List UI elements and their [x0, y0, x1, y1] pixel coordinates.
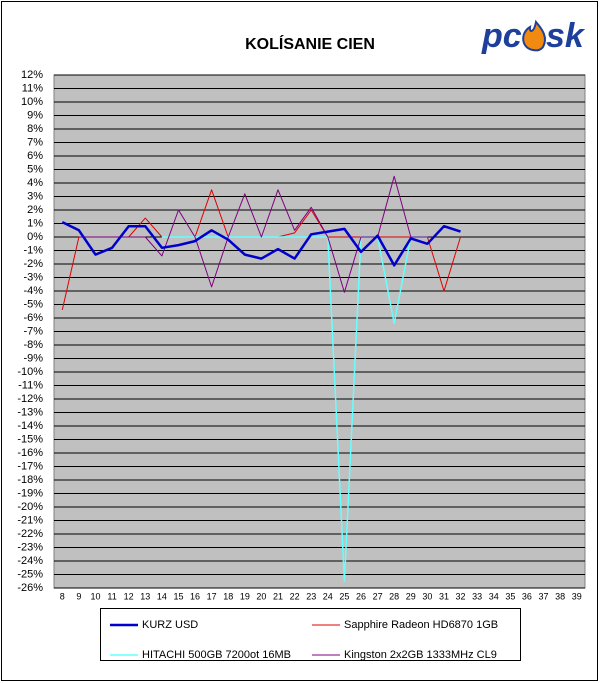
- logo-flame: [522, 19, 546, 52]
- x-tick-label: 33: [472, 591, 482, 601]
- y-tick-label: -18%: [17, 474, 43, 486]
- y-tick-label: -1%: [23, 244, 43, 256]
- y-tick-label: 10%: [21, 96, 43, 108]
- x-tick-label: 39: [572, 591, 582, 601]
- y-tick-label: -26%: [17, 582, 43, 594]
- y-tick-label: -10%: [17, 366, 43, 378]
- y-tick-label: -19%: [17, 487, 43, 499]
- y-tick-label: -7%: [23, 325, 43, 337]
- y-tick-label: -3%: [23, 271, 43, 283]
- y-tick-label: 12%: [21, 69, 43, 81]
- x-tick-label: 36: [522, 591, 532, 601]
- y-tick-label: -25%: [17, 568, 43, 580]
- x-tick-label: 38: [555, 591, 565, 601]
- x-tick-label: 17: [207, 591, 217, 601]
- x-tick-label: 21: [273, 591, 283, 601]
- y-tick-label: -5%: [23, 298, 43, 310]
- legend-box: [100, 608, 521, 661]
- x-tick-label: 16: [190, 591, 200, 601]
- y-tick-label: 11%: [22, 82, 43, 94]
- y-tick-label: 7%: [27, 136, 43, 148]
- y-tick-label: 9%: [27, 109, 43, 121]
- logo-text: pc: [481, 17, 522, 55]
- y-tick-label: -13%: [17, 406, 43, 418]
- y-tick-label: 0%: [27, 231, 43, 243]
- legend-label: KURZ USD: [142, 619, 198, 631]
- series-line: [78, 175, 428, 293]
- y-tick-label: 2%: [27, 204, 43, 216]
- x-tick-label: 9: [76, 591, 81, 601]
- y-tick-label: -2%: [23, 258, 43, 270]
- x-tick-label: 8: [60, 591, 65, 601]
- y-tick-label: -9%: [23, 352, 43, 364]
- y-tick-label: -20%: [17, 501, 43, 513]
- y-tick-label: -17%: [17, 460, 43, 472]
- y-tick-label: -23%: [17, 541, 43, 553]
- x-tick-label: 10: [90, 591, 100, 601]
- x-tick-label: 18: [223, 591, 233, 601]
- y-tick-label: -8%: [23, 339, 43, 351]
- x-tick-label: 34: [489, 591, 499, 601]
- x-tick-label: 30: [422, 591, 432, 601]
- y-tick-label: -22%: [17, 528, 43, 540]
- x-tick-label: 25: [339, 591, 349, 601]
- y-tick-label: -21%: [17, 514, 43, 526]
- x-tick-label: 27: [373, 591, 383, 601]
- y-tick-label: -12%: [17, 393, 43, 405]
- x-tick-label: 28: [389, 591, 399, 601]
- x-tick-label: 15: [173, 591, 183, 601]
- y-tick-label: -6%: [23, 312, 43, 324]
- y-tick-label: -11%: [18, 379, 43, 391]
- x-tick-label: 12: [124, 591, 134, 601]
- x-tick-label: 11: [107, 591, 116, 601]
- y-tick-label: 5%: [27, 163, 43, 175]
- legend-label: HITACHI 500GB 7200ot 16MB: [142, 649, 291, 661]
- x-tick-label: 31: [439, 591, 449, 601]
- x-tick-label: 19: [240, 591, 250, 601]
- series-line: [61, 220, 461, 267]
- x-tick-label: 20: [256, 591, 266, 601]
- x-tick-label: 29: [406, 591, 416, 601]
- series-line: [161, 236, 428, 583]
- legend-label: Kingston 2x2GB 1333MHz CL9: [344, 649, 497, 661]
- logo-text: sk: [546, 17, 586, 55]
- x-tick-label: 13: [140, 591, 150, 601]
- y-tick-label: -15%: [17, 433, 43, 445]
- y-tick-label: 1%: [27, 217, 43, 229]
- y-tick-label: 4%: [27, 177, 43, 189]
- x-tick-label: 24: [323, 591, 333, 601]
- x-tick-label: 22: [290, 591, 300, 601]
- y-tick-label: -16%: [17, 447, 43, 459]
- x-tick-label: 23: [306, 591, 316, 601]
- y-tick-label: 8%: [27, 123, 43, 135]
- x-tick-label: 26: [356, 591, 366, 601]
- y-tick-label: 3%: [27, 190, 43, 202]
- x-tick-label: 14: [157, 591, 167, 601]
- x-tick-label: 32: [456, 591, 466, 601]
- y-tick-label: -24%: [17, 555, 43, 567]
- logo: pc sk: [481, 17, 586, 55]
- y-tick-label: 6%: [27, 150, 43, 162]
- chart-title: KOLÍSANIE CIEN: [245, 34, 375, 53]
- legend-label: Sapphire Radeon HD6870 1GB: [344, 619, 498, 631]
- y-tick-label: -14%: [17, 420, 43, 432]
- y-tick-label: -4%: [23, 285, 43, 297]
- x-tick-label: 37: [539, 591, 549, 601]
- x-tick-label: 35: [505, 591, 515, 601]
